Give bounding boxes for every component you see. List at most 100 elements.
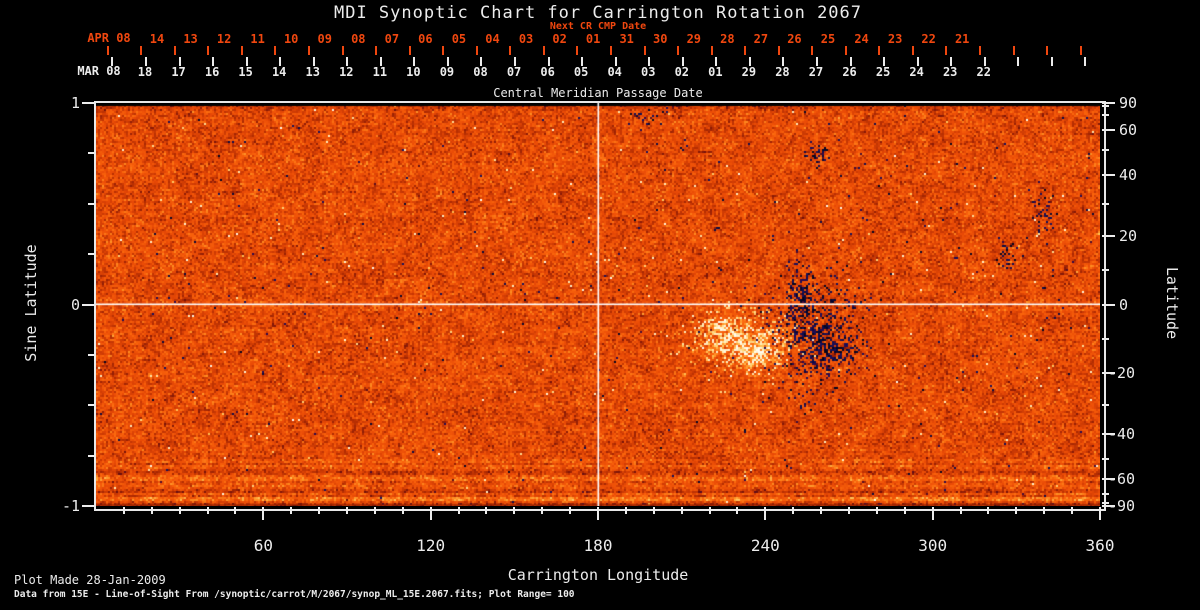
sine-tick-label: -1 — [61, 497, 80, 515]
cmp-date-tick — [614, 57, 617, 66]
longitude-major-tick — [597, 507, 599, 520]
longitude-major-tick — [1099, 507, 1101, 520]
cmp-date-tick — [279, 57, 282, 66]
cmp-date-tick — [514, 57, 516, 66]
top-date-label: 13 — [183, 32, 198, 46]
longitude-minor-tick — [401, 507, 404, 514]
longitude-minor-tick — [792, 507, 795, 514]
longitude-minor-tick — [959, 507, 962, 514]
latitude-minor-tick — [1102, 457, 1109, 460]
latitude-tick-label: 40 — [1119, 165, 1138, 184]
top-date-label: 27 — [753, 32, 769, 46]
cmp-date-label: 24 — [909, 65, 924, 79]
cmp-date-tick — [346, 57, 349, 66]
cmp-date-tick — [648, 57, 651, 66]
top-date-label: 31 — [619, 32, 634, 46]
latitude-major-tick — [1102, 478, 1115, 480]
y-axis-right-title: Latitude — [1163, 266, 1181, 340]
top-date-tick — [777, 46, 780, 55]
chart-title: MDI Synoptic Chart for Carrington Rotati… — [333, 3, 863, 23]
latitude-tick-label: -20 — [1108, 364, 1136, 383]
longitude-minor-tick — [903, 507, 906, 514]
top-date-tick — [207, 46, 210, 55]
top-date-tick — [979, 46, 981, 55]
cmp-axis-month-label: MAR 08 — [77, 64, 121, 78]
longitude-minor-tick — [457, 507, 460, 514]
top-date-tick — [844, 46, 847, 55]
cmp-date-tick — [581, 57, 584, 66]
latitude-major-tick — [1102, 303, 1115, 306]
longitude-minor-tick — [346, 507, 348, 514]
top-date-label: 07 — [384, 32, 400, 46]
top-date-tick — [308, 46, 310, 55]
top-date-tick — [341, 46, 344, 55]
latitude-major-tick — [1102, 102, 1115, 104]
top-date-tick — [744, 46, 747, 55]
top-date-label: 29 — [686, 32, 702, 46]
top-date-label: 28 — [720, 32, 735, 46]
longitude-tick-label: 60 — [253, 536, 273, 555]
longitude-minor-tick — [1043, 507, 1046, 514]
longitude-minor-tick — [1015, 507, 1018, 514]
longitude-tick-label: 300 — [918, 536, 948, 555]
cmp-date-tick — [111, 57, 114, 66]
latitude-minor-tick — [1102, 268, 1109, 271]
cmp-date-label: 17 — [171, 65, 186, 79]
cmp-date-tick — [916, 57, 919, 66]
cmp-date-label: 11 — [372, 65, 388, 79]
sine-major-tick — [82, 505, 95, 507]
cmp-date-tick — [245, 57, 248, 66]
latitude-major-tick — [1102, 433, 1115, 436]
cmp-date-label: 29 — [741, 65, 757, 79]
longitude-minor-tick — [150, 507, 153, 514]
top-date-tick — [274, 46, 277, 55]
top-date-label: 08 — [351, 32, 366, 46]
cmp-date-tick — [1084, 57, 1087, 66]
latitude-major-tick — [1102, 234, 1115, 237]
top-date-label: 02 — [552, 32, 567, 46]
top-date-tick — [542, 46, 545, 55]
latitude-minor-tick — [1102, 105, 1109, 108]
latitude-tick-label: -90 — [1108, 497, 1136, 515]
longitude-major-tick — [262, 507, 265, 520]
cmp-date-label: 18 — [137, 65, 153, 79]
longitude-minor-tick — [875, 507, 878, 514]
top-date-label: 05 — [451, 32, 467, 46]
longitude-minor-tick — [652, 507, 655, 514]
cmp-date-label: 08 — [473, 65, 488, 79]
sine-minor-tick — [88, 454, 95, 457]
latitude-tick-label: 0 — [1119, 295, 1129, 314]
latitude-minor-tick — [1102, 501, 1109, 504]
top-date-tick — [677, 46, 680, 55]
magnetogram-image — [96, 103, 1100, 506]
longitude-major-tick — [764, 507, 767, 520]
top-date-tick — [811, 46, 814, 55]
latitude-tick-label: -40 — [1108, 425, 1136, 444]
top-date-label: 24 — [854, 32, 869, 46]
top-date-tick — [945, 46, 948, 55]
top-date-tick — [106, 46, 109, 55]
longitude-minor-tick — [848, 507, 850, 514]
cmp-date-label: 01 — [708, 65, 723, 79]
y-axis-left-title: Sine Latitude — [22, 244, 40, 362]
top-date-tick — [576, 46, 579, 55]
longitude-minor-tick — [624, 507, 627, 514]
cmp-date-tick — [1017, 57, 1020, 66]
top-date-label: 12 — [216, 32, 232, 46]
cmp-date-tick — [480, 57, 483, 66]
latitude-minor-tick — [1102, 404, 1109, 407]
top-date-tick — [1012, 46, 1015, 55]
top-date-tick — [710, 46, 713, 55]
latitude-tick-label: 60 — [1119, 120, 1138, 139]
top-date-label: 30 — [653, 32, 668, 46]
cmp-date-label: 03 — [641, 65, 656, 79]
latitude-tick-label: 20 — [1119, 226, 1138, 245]
cmp-date-label: 04 — [607, 65, 622, 79]
cmp-date-label: 25 — [875, 65, 891, 79]
cmp-date-tick — [446, 57, 449, 66]
sine-minor-tick — [88, 202, 95, 205]
longitude-minor-tick — [680, 507, 683, 514]
top-date-tick — [1079, 46, 1082, 55]
top-date-tick — [643, 46, 646, 55]
latitude-minor-tick — [1102, 149, 1109, 152]
